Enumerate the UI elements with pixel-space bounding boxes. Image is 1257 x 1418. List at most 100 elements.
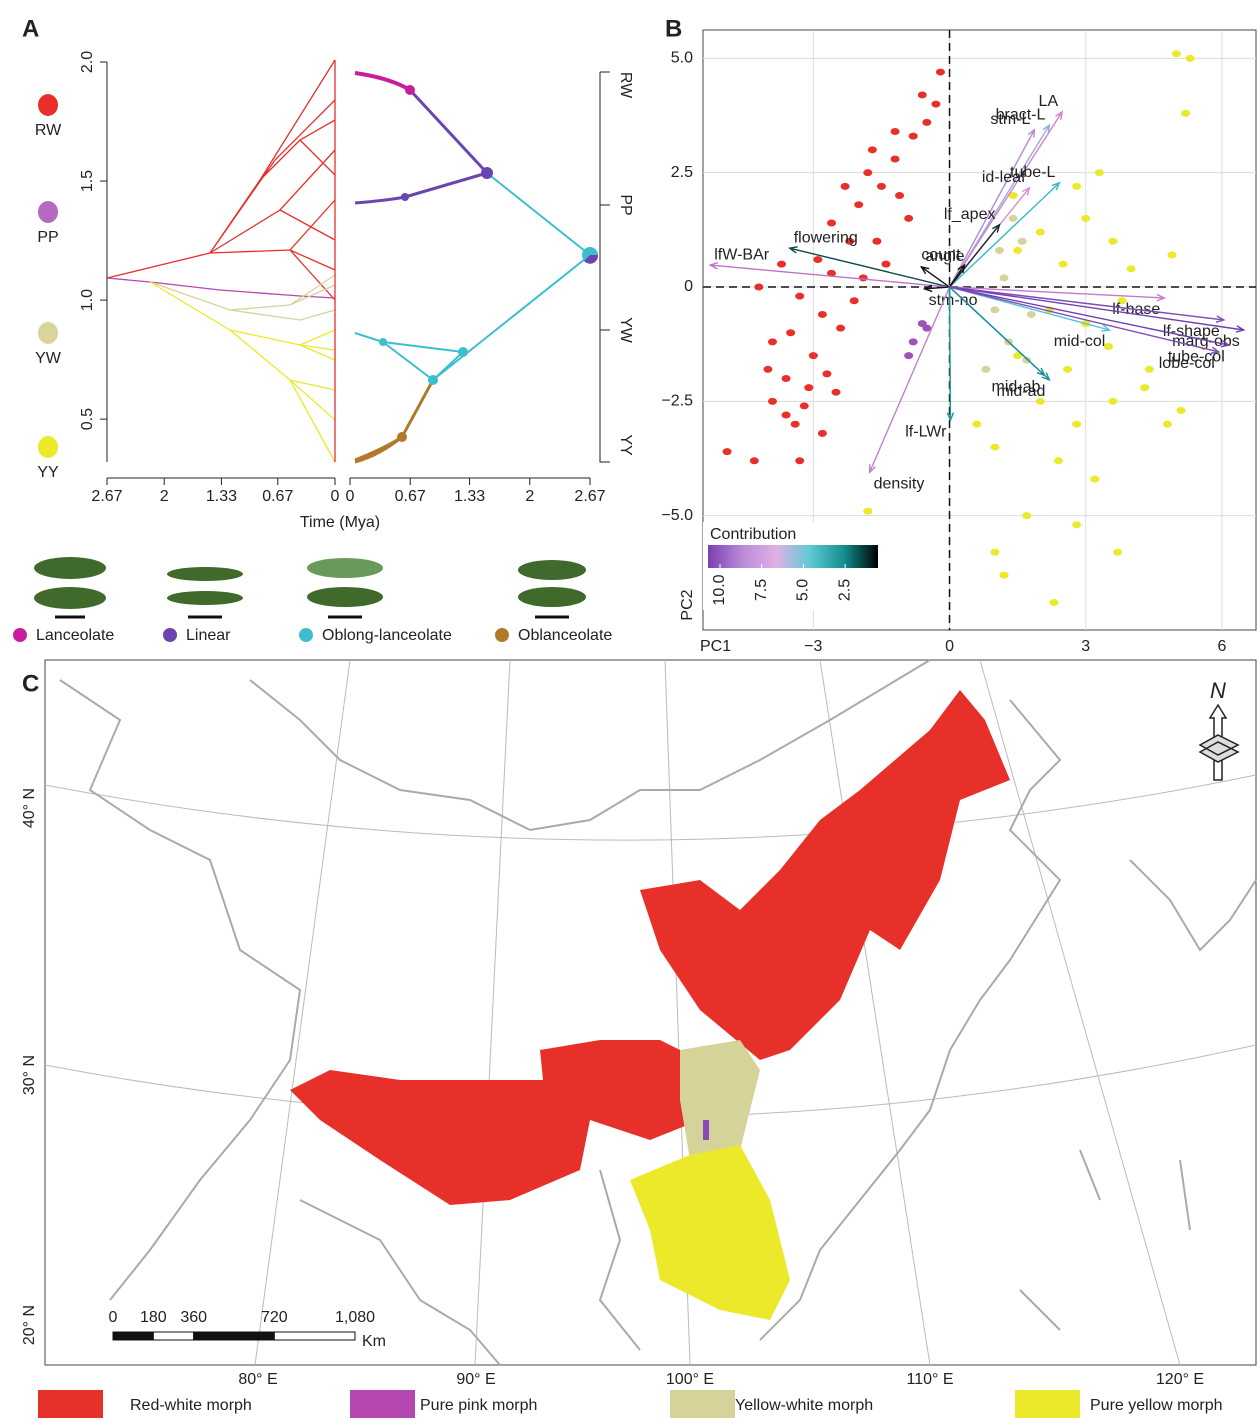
x-tick-label: 2 <box>160 488 169 505</box>
x-tick-label: 0 <box>945 638 954 655</box>
point <box>1163 421 1172 428</box>
point <box>854 201 863 208</box>
point <box>1000 572 1009 579</box>
scale-label: 180 <box>140 1309 167 1326</box>
point <box>795 457 804 464</box>
clade-label: PP <box>617 194 634 215</box>
point <box>818 311 827 318</box>
point <box>809 352 818 359</box>
point <box>1072 183 1081 190</box>
morph-swatch <box>38 436 58 458</box>
clade-label: YY <box>617 434 634 456</box>
point <box>863 169 872 176</box>
loading-label: lf_apex <box>944 206 996 223</box>
clade-label: YW <box>617 317 634 344</box>
point <box>1113 549 1122 556</box>
x-tick-label: 2.67 <box>91 488 122 505</box>
point <box>972 421 981 428</box>
panel-label: C <box>22 670 39 697</box>
colorbar-tick-label: 7.5 <box>753 579 770 601</box>
point <box>1168 252 1177 259</box>
point <box>768 338 777 345</box>
point <box>1090 476 1099 483</box>
lat-label: 30° N <box>21 1055 38 1095</box>
point <box>981 366 990 373</box>
point <box>786 329 795 336</box>
scale-label: 360 <box>180 1309 207 1326</box>
panel-label: B <box>665 15 682 42</box>
point <box>990 306 999 313</box>
colorbar-tick-label: 10.0 <box>711 574 728 605</box>
point <box>1140 384 1149 391</box>
point <box>891 128 900 135</box>
left-tree <box>107 60 335 462</box>
point <box>1027 311 1036 318</box>
lon-label: 100° E <box>666 1371 714 1388</box>
scale-segment <box>153 1332 193 1340</box>
point <box>813 256 822 263</box>
leaf-legend-swatch <box>495 628 509 642</box>
morph-swatch <box>38 201 58 223</box>
legend-swatch <box>38 1390 103 1418</box>
point <box>881 261 890 268</box>
point <box>791 421 800 428</box>
point <box>1009 215 1018 222</box>
point <box>1095 169 1104 176</box>
morph-label: YY <box>37 464 59 481</box>
morph-label: RW <box>35 122 62 139</box>
x-tick-label: −3 <box>804 638 822 655</box>
point <box>863 508 872 515</box>
point <box>818 430 827 437</box>
point <box>800 402 809 409</box>
point <box>936 69 945 76</box>
loading-label: lobe-col <box>1159 355 1215 372</box>
loading-label: LA <box>1039 93 1059 110</box>
point <box>1127 265 1136 272</box>
x-tick-label: 0 <box>346 488 355 505</box>
panel-label: A <box>22 15 39 42</box>
point <box>827 219 836 226</box>
loading-label: tube-L <box>1010 164 1055 181</box>
point <box>891 155 900 162</box>
y-tick-label: 1.5 <box>79 170 96 192</box>
point <box>841 183 850 190</box>
point <box>782 375 791 382</box>
point <box>990 549 999 556</box>
colorbar-title: Contribution <box>710 526 796 543</box>
point <box>909 338 918 345</box>
point <box>1081 215 1090 222</box>
point <box>1049 599 1058 606</box>
leaf-legend-swatch <box>163 628 177 642</box>
loading-label: mid-col <box>1054 333 1106 350</box>
legend-label: Pure yellow morph <box>1090 1397 1223 1414</box>
leaf-images <box>34 557 586 617</box>
scale-segment <box>113 1332 153 1340</box>
point <box>1063 366 1072 373</box>
x-tick-label: 3 <box>1081 638 1090 655</box>
point <box>777 261 786 268</box>
point <box>1018 238 1027 245</box>
point <box>1186 55 1195 62</box>
point <box>723 448 732 455</box>
x-tick-label: 0.67 <box>262 488 293 505</box>
point <box>868 146 877 153</box>
point <box>1145 366 1154 373</box>
right-tree <box>355 73 598 462</box>
y-axis-title: PC2 <box>679 589 696 620</box>
point <box>754 284 763 291</box>
legend-swatch <box>1015 1390 1080 1418</box>
point <box>750 457 759 464</box>
x-tick-label: 1.33 <box>206 488 237 505</box>
point <box>877 183 886 190</box>
point <box>995 247 1004 254</box>
point <box>872 238 881 245</box>
point <box>822 370 831 377</box>
point <box>1177 407 1186 414</box>
x-tick-label: 2.67 <box>574 488 605 505</box>
lon-label: 90° E <box>456 1371 495 1388</box>
y-tick-label: 0.5 <box>79 408 96 430</box>
loading-label: lfW-BAr <box>714 246 769 263</box>
point <box>1172 50 1181 57</box>
morph-swatch <box>38 94 58 116</box>
point <box>904 215 913 222</box>
